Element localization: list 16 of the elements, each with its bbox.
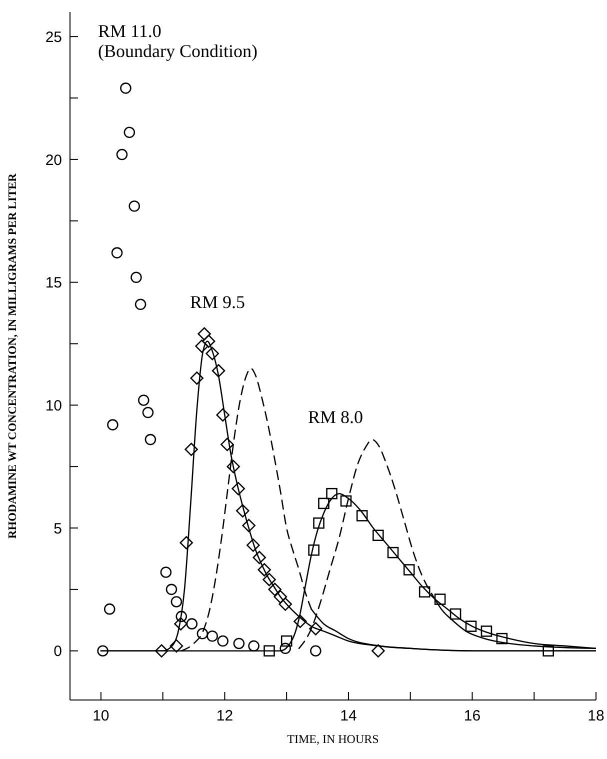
y-tick-label: 5 — [54, 520, 62, 538]
y-tick-label: 25 — [45, 28, 62, 46]
y-axis-title: RHODAMINE WT CONCENTRATION, IN MILLIGRAMS PER LITER — [7, 172, 20, 539]
y-tick-label: 10 — [45, 397, 62, 414]
y-tick-label: 0 — [54, 643, 62, 660]
annotation: RM 11.0 (Boundary Condition) — [98, 21, 258, 61]
y-tick-label: 15 — [45, 274, 62, 292]
annotation: RM 9.5 — [190, 292, 246, 312]
x-tick-label: 10 — [92, 708, 110, 725]
x-tick-label: 12 — [216, 708, 234, 725]
x-tick-label: 14 — [340, 708, 357, 725]
annotation: RM 8.0 — [308, 407, 364, 427]
y-tick-label: 20 — [45, 152, 62, 169]
x-tick-label: 18 — [588, 708, 604, 725]
x-tick-label: 16 — [464, 708, 481, 725]
x-axis-title: TIME, IN HOURS — [287, 732, 379, 746]
